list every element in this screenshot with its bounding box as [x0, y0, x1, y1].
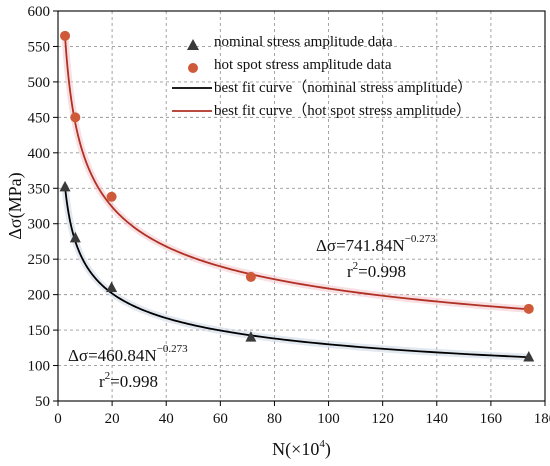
hotspot-data-point — [245, 271, 256, 282]
hotspot-fit-equation: Δσ=741.84N−0.273 — [316, 233, 436, 255]
y-tick-label: 50 — [35, 394, 50, 410]
data-points — [59, 30, 535, 362]
hotspot-data-point — [106, 191, 117, 202]
x-axis-title-base: N(×10 — [272, 439, 319, 460]
nominal-fit-r-squared: r2=0.998 — [99, 370, 158, 391]
plot-frame — [57, 10, 546, 402]
x-tick-label: 100 — [317, 411, 340, 427]
y-tick-label: 250 — [28, 252, 51, 268]
x-axis-title: N(×104) — [272, 438, 331, 460]
legend-triangle-marker — [187, 39, 199, 50]
y-tick-label: 150 — [28, 323, 51, 339]
curve-glow — [61, 183, 533, 361]
x-tick-label: 60 — [213, 411, 228, 427]
y-tick-label: 300 — [28, 217, 51, 233]
nominal-data-point — [245, 331, 257, 342]
curve-glow — [61, 32, 533, 313]
legend-label-nominal-fit: best fit curve（nominal stress amplitude） — [214, 79, 472, 96]
x-tick-label: 20 — [105, 411, 120, 427]
nominal-fit-equation: Δσ=460.84N−0.273 — [68, 343, 188, 365]
x-tick-label: 140 — [426, 411, 449, 427]
y-tick-label: 500 — [28, 75, 51, 91]
hotspot-fit-r-squared: r2=0.998 — [347, 260, 406, 281]
x-tick-label: 40 — [159, 411, 174, 427]
nominal-data-point — [59, 180, 71, 192]
y-axis-title: Δσ(MPa) — [5, 172, 26, 239]
x-tick-label: 120 — [371, 411, 394, 427]
fit-curve — [64, 186, 529, 359]
x-tick-label: 80 — [267, 411, 282, 427]
fit-curve — [64, 35, 529, 311]
hotspot-data-point — [70, 112, 81, 123]
x-tick-label: 180 — [534, 411, 550, 427]
y-tick-label: 600 — [28, 4, 51, 20]
legend-label-hotspot-fit: best fit curve（hot spot stress amplitude… — [214, 102, 471, 119]
y-tick-label: 200 — [28, 288, 51, 304]
y-tick-label: 400 — [28, 146, 51, 162]
hotspot-data-point — [60, 30, 71, 41]
nominal-data-point — [523, 351, 535, 362]
x-axis-title-close: ) — [325, 439, 331, 460]
legend: nominal stress amplitude data hot spot s… — [172, 34, 472, 119]
legend-circle-marker — [188, 63, 198, 73]
hotspot-data-point — [523, 303, 534, 314]
x-tick-label: 160 — [480, 411, 503, 427]
x-tick-label: 0 — [54, 411, 62, 427]
legend-label-nominal-data: nominal stress amplitude data — [214, 34, 393, 50]
axis-ticks: 0 20 40 60 80 100 120 140 160 180 50 100 150 200 250 30… — [28, 4, 550, 427]
y-tick-label: 100 — [28, 359, 51, 375]
y-tick-label: 350 — [28, 181, 51, 197]
y-tick-label: 450 — [28, 110, 51, 126]
legend-label-hotspot-data: hot spot stress amplitude data — [214, 57, 392, 73]
x-axis-title-sup: 4 — [319, 438, 325, 450]
fit-curves — [64, 35, 529, 359]
nominal-data-point — [69, 231, 81, 243]
y-tick-label: 550 — [28, 39, 51, 55]
nominal-data-point — [106, 281, 118, 293]
